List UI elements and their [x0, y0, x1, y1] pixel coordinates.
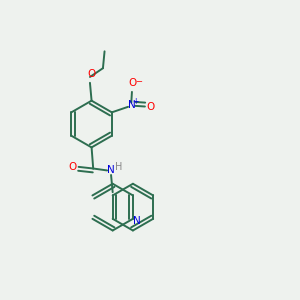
Text: N: N	[133, 216, 141, 226]
Text: N: N	[128, 100, 136, 110]
Text: O: O	[88, 69, 96, 79]
Text: +: +	[133, 98, 139, 106]
Text: −: −	[136, 77, 142, 86]
Text: O: O	[128, 78, 137, 88]
Text: O: O	[69, 162, 77, 172]
Text: O: O	[147, 101, 155, 112]
Text: N: N	[107, 165, 115, 175]
Text: H: H	[115, 162, 122, 172]
